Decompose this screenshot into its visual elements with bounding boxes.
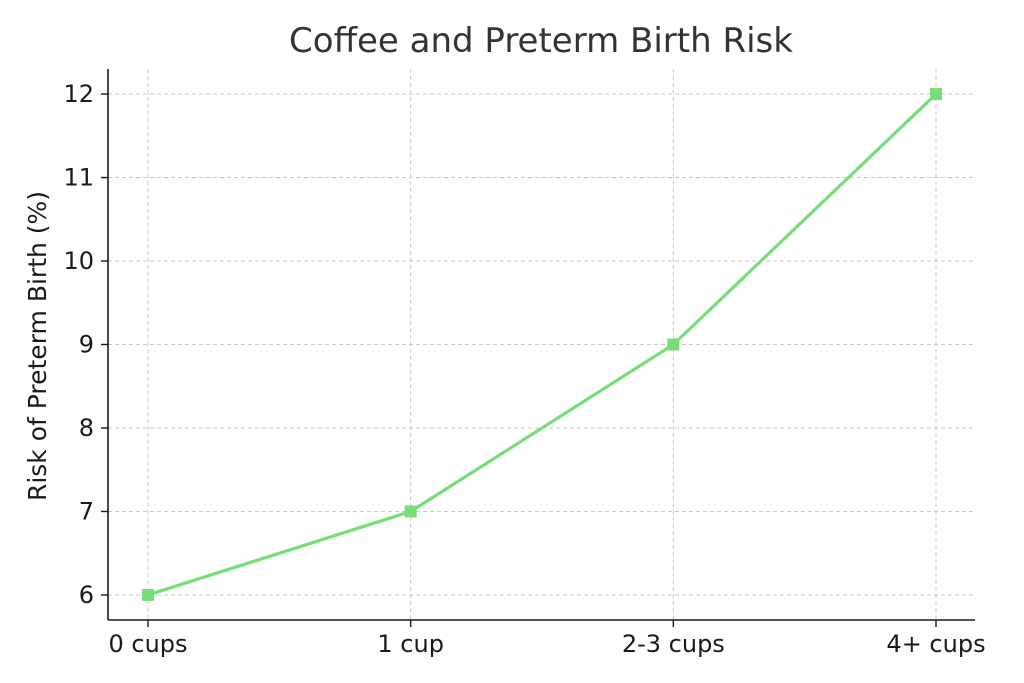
x-axis-ticks: 0 cups 1 cup 2-3 cups 4+ cups	[108, 620, 986, 658]
y-tick-label: 7	[79, 497, 94, 525]
y-tick-label: 12	[63, 80, 94, 108]
y-axis-ticks: 6 7 8 9 10 11 12	[63, 80, 108, 609]
y-tick-label: 11	[63, 164, 94, 192]
x-tick-label: 1 cup	[377, 630, 444, 658]
chart-title: Coffee and Preterm Birth Risk	[289, 21, 793, 61]
y-tick-label: 9	[79, 331, 94, 359]
x-tick-label: 0 cups	[108, 630, 187, 658]
data-point-marker	[667, 338, 680, 351]
x-tick-label: 2-3 cups	[622, 630, 725, 658]
y-tick-label: 10	[63, 247, 94, 275]
data-point-marker	[142, 588, 154, 601]
series-line	[147, 92, 938, 597]
grid-lines	[108, 69, 975, 620]
data-point-marker	[930, 88, 942, 101]
data-series	[142, 88, 942, 601]
x-tick-label: 4+ cups	[886, 630, 985, 658]
data-point-marker	[404, 505, 417, 518]
y-axis-label: Risk of Preterm Birth (%)	[23, 191, 52, 501]
y-tick-label: 8	[79, 414, 94, 442]
y-tick-label: 6	[79, 581, 94, 609]
